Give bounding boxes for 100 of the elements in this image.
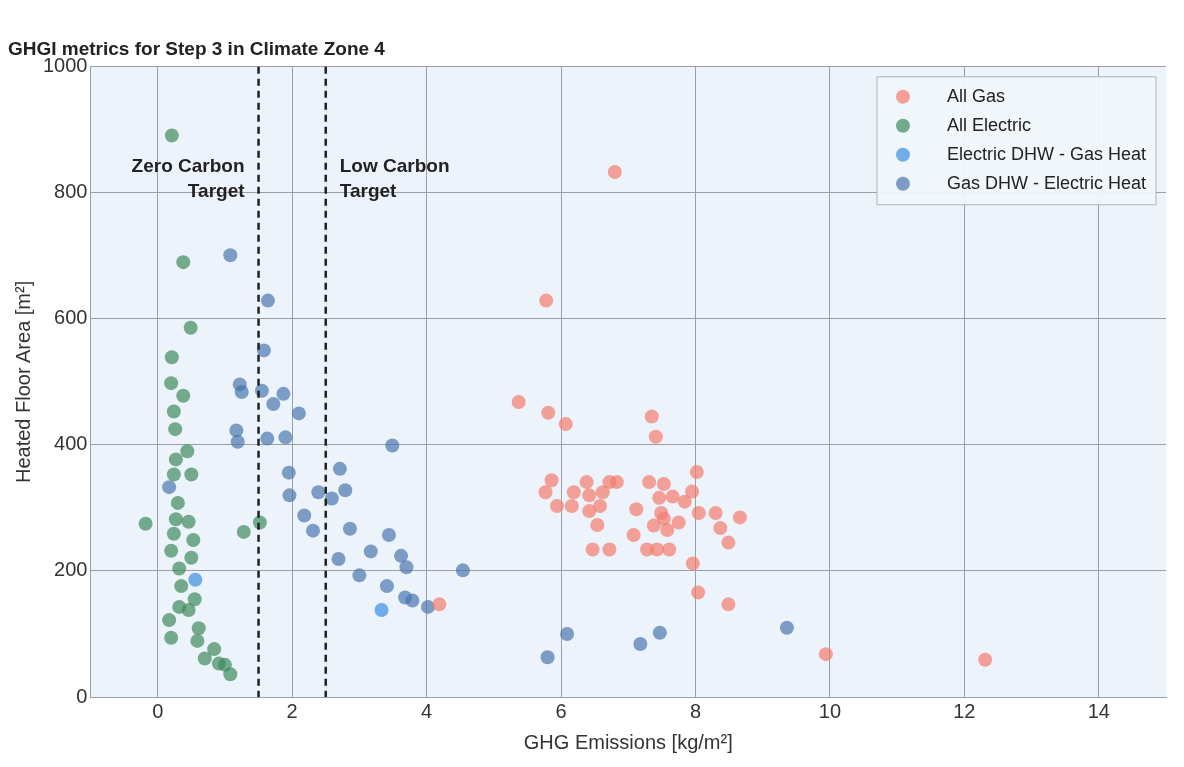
point bbox=[394, 548, 409, 563]
point bbox=[405, 593, 420, 608]
point bbox=[650, 542, 665, 557]
point bbox=[282, 488, 297, 503]
point bbox=[541, 405, 556, 420]
point bbox=[656, 476, 671, 491]
point bbox=[652, 490, 667, 505]
point bbox=[181, 514, 196, 529]
x-tick-label: 12 bbox=[953, 699, 976, 722]
point bbox=[691, 585, 706, 600]
point bbox=[646, 518, 661, 533]
point bbox=[184, 550, 199, 565]
point bbox=[685, 556, 700, 571]
x-tick-label: 4 bbox=[421, 699, 433, 722]
point bbox=[540, 650, 555, 665]
point bbox=[324, 491, 339, 506]
point bbox=[379, 579, 394, 594]
point bbox=[708, 505, 723, 520]
point bbox=[642, 475, 657, 490]
point bbox=[455, 563, 470, 578]
point bbox=[174, 579, 189, 594]
point bbox=[689, 465, 704, 480]
legend-label: Electric DHW - Gas Heat bbox=[946, 143, 1146, 164]
x-tick-label: 6 bbox=[555, 699, 567, 722]
point bbox=[168, 452, 183, 467]
point bbox=[566, 485, 581, 500]
point bbox=[374, 603, 389, 618]
x-tick-label: 0 bbox=[152, 699, 164, 722]
point bbox=[291, 406, 306, 421]
point bbox=[685, 484, 700, 499]
point bbox=[607, 165, 622, 180]
point bbox=[644, 409, 659, 424]
point bbox=[662, 542, 677, 557]
point bbox=[595, 485, 610, 500]
point bbox=[582, 488, 597, 503]
point bbox=[549, 499, 564, 514]
point bbox=[176, 255, 191, 270]
point bbox=[652, 625, 667, 640]
y-tick-label: 400 bbox=[54, 432, 88, 455]
point bbox=[183, 320, 198, 335]
point bbox=[164, 350, 179, 365]
point bbox=[305, 523, 320, 538]
point bbox=[186, 533, 201, 548]
point bbox=[665, 489, 680, 504]
point bbox=[168, 512, 183, 527]
legend-label: All Electric bbox=[946, 114, 1031, 135]
x-axis-title: GHG Emissions [kg/m²] bbox=[523, 730, 733, 753]
point bbox=[721, 597, 736, 612]
point bbox=[560, 626, 575, 641]
point bbox=[234, 384, 249, 399]
point bbox=[331, 551, 346, 566]
point bbox=[311, 485, 326, 500]
point bbox=[671, 515, 686, 530]
y-axis-title: Heated Floor Area [m²] bbox=[11, 280, 34, 484]
point bbox=[278, 430, 293, 445]
point bbox=[256, 343, 271, 358]
point bbox=[342, 521, 357, 536]
point bbox=[338, 483, 353, 498]
point bbox=[166, 404, 181, 419]
point bbox=[297, 508, 312, 523]
point bbox=[170, 495, 185, 510]
point bbox=[585, 542, 600, 557]
point bbox=[162, 480, 177, 495]
point bbox=[230, 434, 245, 449]
point bbox=[260, 293, 275, 308]
point bbox=[188, 572, 203, 587]
point bbox=[281, 465, 296, 480]
point bbox=[223, 248, 238, 263]
point bbox=[187, 592, 202, 607]
point bbox=[164, 128, 179, 143]
legend-label: All Gas bbox=[946, 85, 1005, 106]
point bbox=[276, 386, 291, 401]
point bbox=[432, 597, 447, 612]
point bbox=[660, 523, 675, 537]
point bbox=[190, 633, 205, 648]
point bbox=[138, 516, 153, 531]
x-tick-label: 10 bbox=[818, 699, 842, 722]
point bbox=[629, 502, 644, 517]
point bbox=[538, 485, 553, 500]
x-tick-label: 8 bbox=[689, 699, 702, 722]
point bbox=[260, 431, 275, 446]
point bbox=[172, 561, 187, 576]
point bbox=[172, 599, 187, 614]
point bbox=[691, 505, 706, 520]
point bbox=[164, 543, 179, 558]
point bbox=[779, 620, 794, 635]
point bbox=[176, 388, 191, 403]
point bbox=[648, 429, 663, 444]
point bbox=[633, 637, 648, 652]
point bbox=[236, 524, 251, 539]
point bbox=[363, 544, 378, 559]
point bbox=[602, 542, 617, 557]
point bbox=[978, 652, 993, 667]
y-tick-label: 800 bbox=[54, 180, 88, 203]
point bbox=[266, 396, 281, 411]
point bbox=[164, 376, 179, 391]
point bbox=[385, 438, 400, 453]
ref-line-label: Zero Carbon Target bbox=[131, 154, 246, 201]
point bbox=[197, 651, 212, 666]
point bbox=[332, 461, 347, 476]
